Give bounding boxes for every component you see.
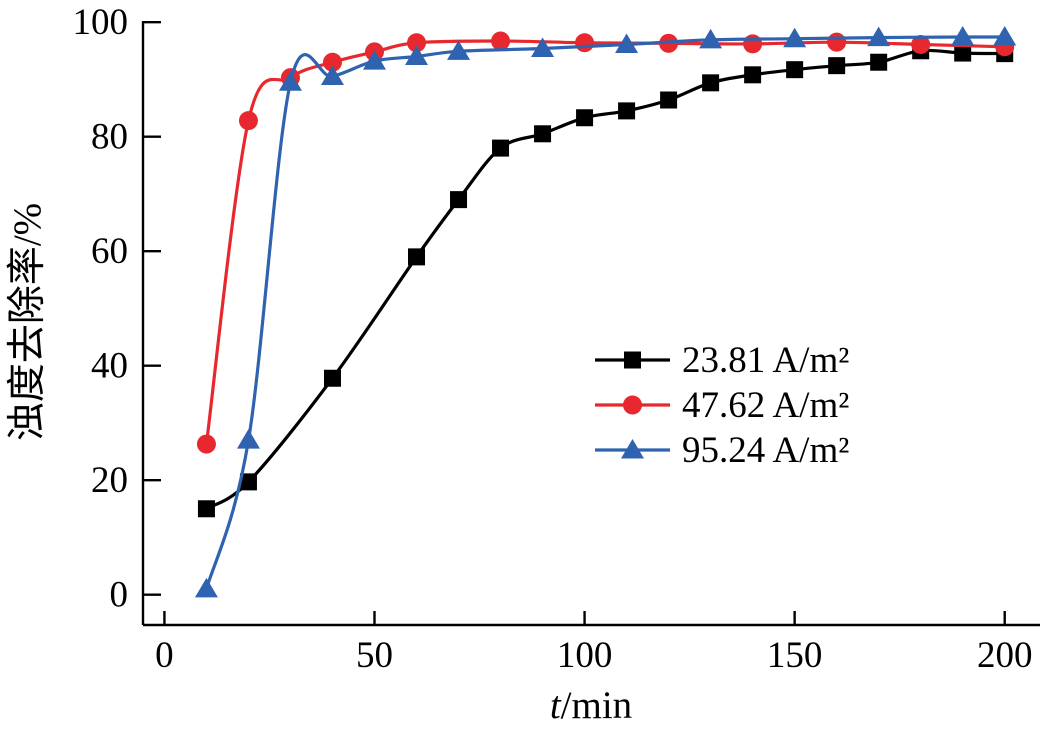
data-point-marker	[320, 65, 344, 86]
data-point-marker	[744, 66, 762, 84]
data-point-marker	[408, 248, 426, 266]
tick-marks	[143, 20, 1006, 625]
legend-sample-marker	[621, 439, 644, 459]
legend-label: 23.81 A/m²	[682, 340, 849, 381]
series-line	[204, 48, 1007, 511]
data-point-marker	[492, 139, 510, 157]
y-tick-label: 100	[73, 2, 129, 43]
x-tick-label: 0	[155, 635, 174, 676]
data-point-marker	[278, 71, 302, 91]
data-point-marker	[911, 34, 931, 54]
data-point-marker	[870, 53, 888, 71]
x-tick-label: 50	[356, 635, 393, 676]
legend-item: 47.62 A/m²	[595, 385, 849, 426]
x-tick-label: 150	[767, 635, 823, 676]
series-0	[197, 42, 1014, 518]
x-tick-label: 200	[977, 635, 1033, 676]
tick-labels: 0 50 100 150 200 0 20 40 60 80 100	[73, 2, 1033, 676]
data-series	[194, 26, 1017, 598]
y-tick-label: 60	[91, 231, 128, 272]
data-point-marker	[238, 111, 258, 131]
data-point-marker	[702, 74, 720, 92]
data-point-marker	[828, 57, 846, 75]
series-1	[196, 31, 1015, 454]
data-point-marker	[576, 109, 594, 127]
series-2	[194, 26, 1017, 598]
data-point-marker	[699, 28, 723, 49]
data-point-marker	[194, 577, 218, 598]
legend-label: 95.24 A/m²	[682, 430, 849, 471]
data-point-marker	[450, 191, 468, 209]
x-tick-label: 100	[557, 635, 613, 676]
data-point-marker	[534, 125, 552, 143]
data-point-marker	[618, 102, 636, 120]
data-point-marker	[951, 26, 975, 46]
data-point-marker	[447, 40, 471, 60]
data-point-marker	[323, 369, 341, 387]
data-point-marker	[827, 32, 847, 52]
data-point-marker	[615, 33, 639, 53]
data-point-marker	[743, 34, 763, 54]
data-point-marker	[786, 61, 804, 79]
data-point-marker	[362, 50, 386, 70]
series-line	[204, 35, 1007, 591]
legend-sample-marker	[623, 395, 642, 415]
data-point-marker	[407, 33, 427, 53]
data-point-marker	[491, 31, 511, 51]
legend-sample-marker	[624, 351, 641, 369]
data-point-marker	[954, 44, 972, 62]
data-point-marker	[783, 27, 807, 48]
axes	[141, 21, 1040, 627]
y-tick-label: 80	[91, 117, 128, 158]
data-point-marker	[993, 26, 1017, 46]
data-point-marker	[867, 26, 891, 47]
legend-label: 47.62 A/m²	[682, 385, 849, 426]
x-axis-label: t/min	[550, 684, 632, 727]
y-axis-label: 浊度去除率/%	[6, 203, 49, 441]
data-point-marker	[236, 429, 260, 449]
data-point-marker	[575, 33, 595, 53]
data-point-marker	[197, 500, 215, 518]
data-point-marker	[322, 52, 342, 72]
data-point-marker	[531, 37, 555, 57]
data-point-marker	[660, 91, 678, 109]
data-point-marker	[405, 45, 429, 65]
data-point-marker	[239, 473, 257, 491]
legend-item: 23.81 A/m²	[595, 340, 849, 381]
y-tick-label: 0	[110, 575, 129, 616]
y-tick-label: 20	[91, 460, 128, 501]
legend-item: 95.24 A/m²	[595, 430, 849, 471]
data-point-marker	[196, 434, 216, 454]
y-tick-label: 40	[91, 346, 128, 387]
